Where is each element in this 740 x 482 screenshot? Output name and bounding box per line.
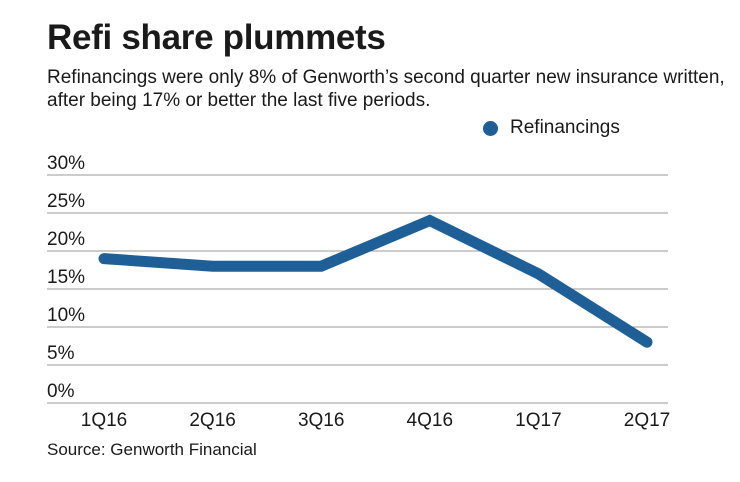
x-tick-label: 2Q17: [624, 410, 670, 431]
y-axis-ticks: 0% 5% 10% 15% 20% 25% 30%: [47, 153, 85, 402]
legend-marker: [483, 120, 498, 136]
y-tick-label: 0%: [47, 381, 75, 402]
legend: Refinancings: [483, 117, 620, 139]
y-tick-label: 15%: [47, 267, 85, 288]
x-tick-label: 2Q16: [189, 410, 235, 431]
x-tick-label: 1Q16: [81, 410, 127, 431]
source-note: Source: Genworth Financial: [47, 440, 257, 459]
grid-lines: [47, 174, 668, 404]
chart-subtitle: Refinancings were only 8% of Genworth’s …: [47, 67, 725, 111]
series-refinancings: [98, 214, 653, 348]
x-axis-ticks: 1Q16 2Q16 3Q16 4Q16 1Q17 2Q17: [81, 410, 670, 431]
legend-label: Refinancings: [510, 117, 620, 138]
y-tick-label: 20%: [47, 229, 85, 250]
chart-title: Refi share plummets: [47, 18, 386, 57]
x-tick-label: 4Q16: [407, 410, 453, 431]
y-tick-label: 5%: [47, 343, 75, 364]
x-tick-label: 1Q17: [515, 410, 561, 431]
series-line: [98, 214, 653, 348]
y-tick-label: 10%: [47, 305, 85, 326]
y-tick-label: 25%: [47, 191, 85, 212]
x-tick-label: 3Q16: [298, 410, 344, 431]
y-tick-label: 30%: [47, 153, 85, 174]
